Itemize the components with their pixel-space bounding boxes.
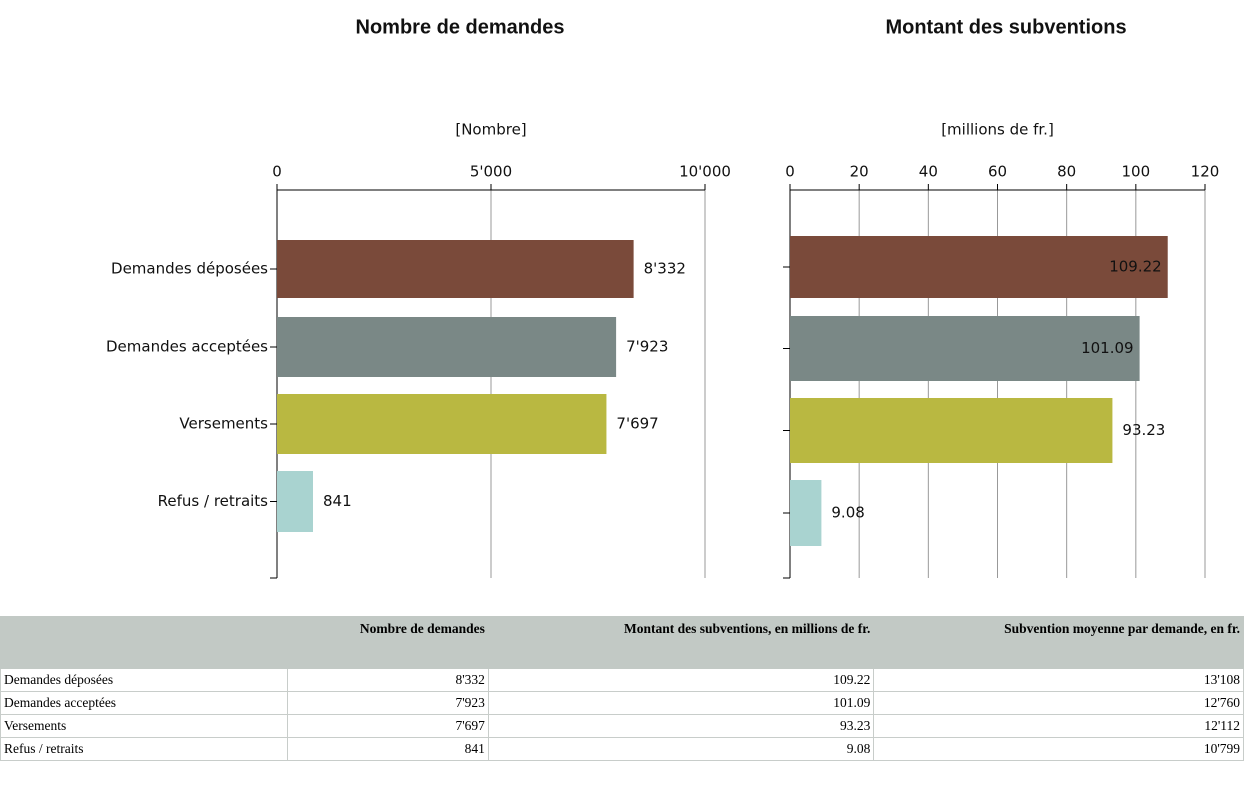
x-axis-label: [millions de fr.] bbox=[941, 121, 1054, 139]
value-label: 7'923 bbox=[626, 338, 668, 356]
table-cell: 841 bbox=[287, 737, 489, 761]
table-cell: 7'697 bbox=[287, 714, 489, 738]
bar bbox=[790, 316, 1140, 381]
value-label: 93.23 bbox=[1122, 421, 1165, 439]
x-tick-label: 40 bbox=[919, 163, 938, 181]
value-label: 841 bbox=[323, 492, 352, 510]
header-empty bbox=[0, 616, 288, 669]
x-tick-label: 0 bbox=[272, 163, 282, 181]
value-label: 7'697 bbox=[616, 415, 658, 433]
category-label: Demandes déposées bbox=[111, 260, 268, 278]
column-header: Subvention moyenne par demande, en fr. bbox=[873, 616, 1244, 669]
x-tick-label: 20 bbox=[850, 163, 869, 181]
header-row: Nombre de demandes Montant des subvention… bbox=[0, 616, 1244, 669]
x-tick-label: 100 bbox=[1122, 163, 1151, 181]
table-cell: 12'760 bbox=[873, 691, 1244, 715]
value-label: 9.08 bbox=[831, 504, 864, 522]
table-cell: 93.23 bbox=[487, 714, 875, 738]
x-axis-label: [Nombre] bbox=[455, 121, 526, 139]
table-cell: Refus / retraits bbox=[0, 737, 288, 761]
bar bbox=[277, 394, 607, 454]
table-row: Versements 7'697 93.23 12'112 bbox=[0, 714, 1244, 738]
table-row: Refus / retraits 841 9.08 10'799 bbox=[0, 737, 1244, 761]
x-tick-label: 0 bbox=[785, 163, 795, 181]
table-row: Demandes déposées 8'332 109.22 13'108 bbox=[0, 668, 1244, 692]
table-cell: 109.22 bbox=[487, 668, 875, 692]
table-cell: Demandes déposées bbox=[0, 668, 288, 692]
table-row: Demandes acceptées 7'923 101.09 12'760 bbox=[0, 691, 1244, 715]
table-cell: Demandes acceptées bbox=[0, 691, 288, 715]
charts: Nombre de demandes [Nombre] 0 5'000 10'000 De… bbox=[106, 16, 1220, 579]
bar bbox=[790, 236, 1168, 298]
value-label: 8'332 bbox=[644, 260, 686, 278]
table-cell: 9.08 bbox=[487, 737, 875, 761]
chart-title: Montant des subventions bbox=[885, 16, 1126, 38]
table-cell: 8'332 bbox=[287, 668, 489, 692]
category-label: Versements bbox=[179, 415, 268, 433]
bar bbox=[277, 240, 634, 298]
value-label: 101.09 bbox=[1081, 339, 1134, 357]
table-cell: 101.09 bbox=[487, 691, 875, 715]
category-label: Refus / retraits bbox=[158, 492, 269, 510]
x-tick-label: 5'000 bbox=[470, 163, 512, 181]
bar bbox=[277, 317, 617, 377]
x-tick-label: 60 bbox=[988, 163, 1007, 181]
table-cell: 12'112 bbox=[873, 714, 1244, 738]
column-header: Montant des subventions, en millions de … bbox=[487, 616, 875, 669]
x-tick-label: 10'000 bbox=[679, 163, 731, 181]
bar bbox=[277, 471, 313, 532]
table-cell: 13'108 bbox=[873, 668, 1244, 692]
table-cell: 10'799 bbox=[873, 737, 1244, 761]
chart-title: Nombre de demandes bbox=[356, 16, 565, 38]
bar bbox=[790, 398, 1113, 463]
summary-table: Nombre de demandes Montant des subvention… bbox=[0, 616, 1244, 761]
table-cell: 7'923 bbox=[287, 691, 489, 715]
column-header: Nombre de demandes bbox=[287, 616, 489, 669]
x-tick-label: 120 bbox=[1191, 163, 1220, 181]
value-label: 109.22 bbox=[1109, 258, 1162, 276]
bar bbox=[790, 480, 822, 546]
table-cell: Versements bbox=[0, 714, 288, 738]
category-label: Demandes acceptées bbox=[106, 338, 268, 356]
x-tick-label: 80 bbox=[1057, 163, 1076, 181]
